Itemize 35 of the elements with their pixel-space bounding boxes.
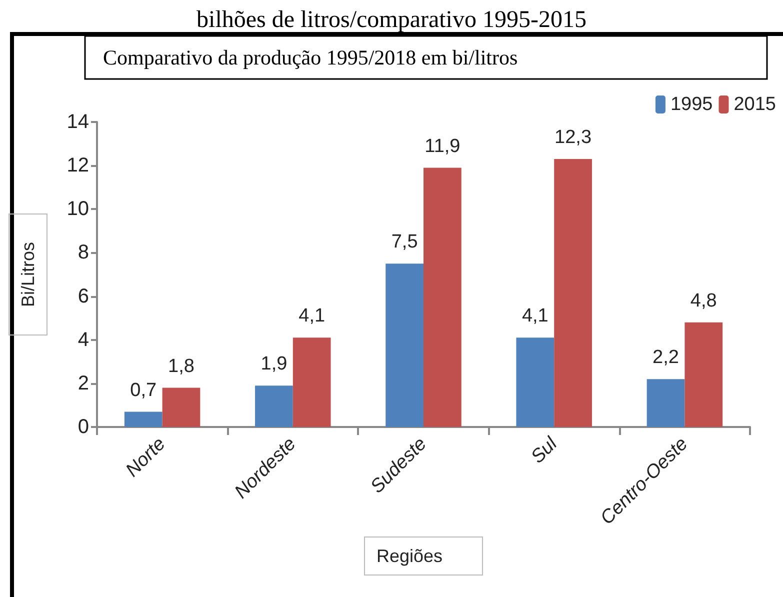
bar — [424, 168, 462, 427]
y-tick-label: 6 — [78, 285, 89, 308]
y-tick-label: 12 — [66, 154, 89, 177]
y-tick-label: 2 — [78, 372, 89, 394]
y-tick-label: 10 — [66, 198, 89, 220]
x-axis-title: Regiões — [376, 546, 443, 566]
chart-subtitle: Comparativo da produção 1995/2018 em bi/litros — [103, 46, 518, 70]
data-label: 11,9 — [424, 136, 460, 157]
data-label: 4,1 — [298, 306, 326, 327]
bar — [255, 386, 293, 427]
y-tick-label: 0 — [78, 416, 89, 438]
bar — [386, 264, 424, 427]
data-label: 4,1 — [522, 306, 548, 327]
bar — [646, 379, 685, 427]
legend-label: 2015 — [734, 94, 776, 115]
data-label: 2,2 — [652, 347, 679, 368]
data-label: 12,3 — [554, 127, 592, 148]
x-tick-label: Sul — [527, 433, 562, 468]
chart-title: bilhões de litros/comparativo 1995-2015 — [196, 7, 586, 33]
bar — [684, 322, 723, 427]
y-tick-label: 14 — [66, 111, 89, 133]
data-label: 0,7 — [130, 380, 157, 401]
y-tick-label: 4 — [78, 328, 89, 351]
data-label: 4,8 — [690, 290, 717, 312]
bar — [162, 388, 200, 427]
bar — [292, 338, 331, 427]
y-tick-label: 8 — [78, 242, 89, 264]
data-label: 1,8 — [168, 356, 194, 377]
bar — [124, 412, 162, 427]
data-label: 7,5 — [391, 232, 418, 253]
y-axis-title: Bi/Litros — [18, 242, 38, 308]
data-label: 1,9 — [260, 354, 288, 375]
bar — [516, 338, 554, 427]
legend-label: 1995 — [670, 94, 713, 115]
bar — [554, 159, 592, 427]
